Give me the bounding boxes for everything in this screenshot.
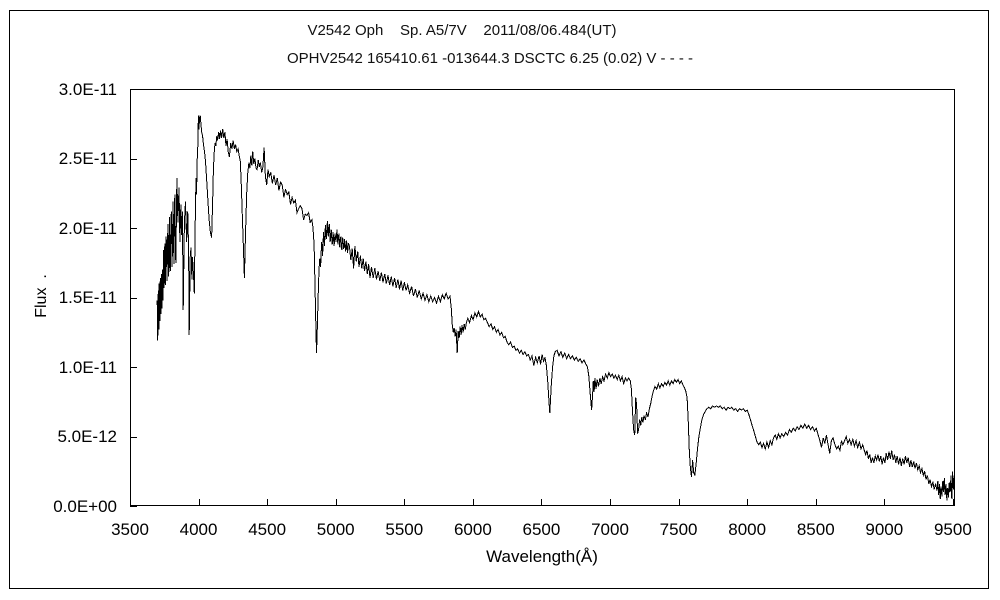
x-tick-label: 3500 [111, 520, 149, 539]
axis-ticks [130, 89, 954, 507]
y-tick-label: 2.0E-11 [58, 218, 117, 238]
y-tick-label: 1.5E-11 [58, 288, 117, 307]
x-tick-label: 5000 [316, 520, 355, 539]
x-tick-label: 8000 [728, 520, 767, 539]
x-tick-label: 7500 [659, 520, 698, 539]
chart-title-line1: V2542 Oph Sp. A5/7V 2011/08/06.484(UT) [307, 22, 617, 39]
y-tick-label: 3.0E-11 [58, 79, 117, 99]
outer-border [9, 10, 989, 589]
x-tick-label: 6000 [453, 520, 492, 539]
y-tick-label: 5.0E-12 [57, 427, 117, 446]
y-tick-label: 2.5E-11 [58, 149, 117, 168]
x-tick-label: 9000 [865, 520, 904, 539]
x-tick-label: 4000 [179, 520, 218, 539]
x-tick-label: 4500 [248, 520, 287, 539]
y-tick-label: 0.0E+00 [53, 496, 117, 516]
x-tick-label: 6500 [522, 520, 561, 539]
x-tick-label: 9500 [933, 520, 972, 539]
plot-frame [130, 89, 955, 506]
x-axis-label: Wavelength(Å) [486, 547, 598, 566]
chart-title-line2: OPHV2542 165410.61 -013644.3 DSCTC 6.25 … [286, 50, 694, 67]
x-tick-label: 5500 [385, 520, 424, 539]
spectrum-line [156, 115, 955, 501]
x-tick-label: 8500 [796, 520, 835, 539]
x-tick-label: 7000 [591, 520, 629, 539]
y-tick-label: 1.0E-11 [58, 357, 117, 377]
y-axis-label: Flux . [33, 274, 50, 318]
